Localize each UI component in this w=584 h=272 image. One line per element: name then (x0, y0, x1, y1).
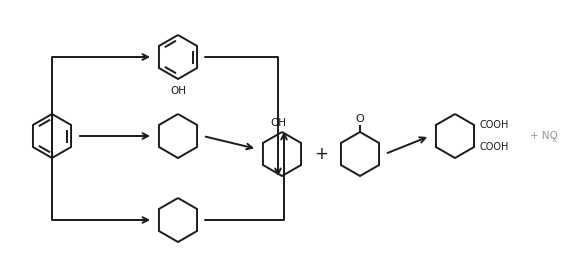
Text: + NO: + NO (530, 131, 558, 141)
Text: COOH: COOH (480, 142, 509, 152)
Text: O: O (356, 114, 364, 124)
Text: OH: OH (170, 86, 186, 96)
Text: x: x (552, 134, 557, 144)
Text: COOH: COOH (480, 120, 509, 130)
Text: OH: OH (270, 118, 286, 128)
Text: +: + (314, 145, 328, 163)
